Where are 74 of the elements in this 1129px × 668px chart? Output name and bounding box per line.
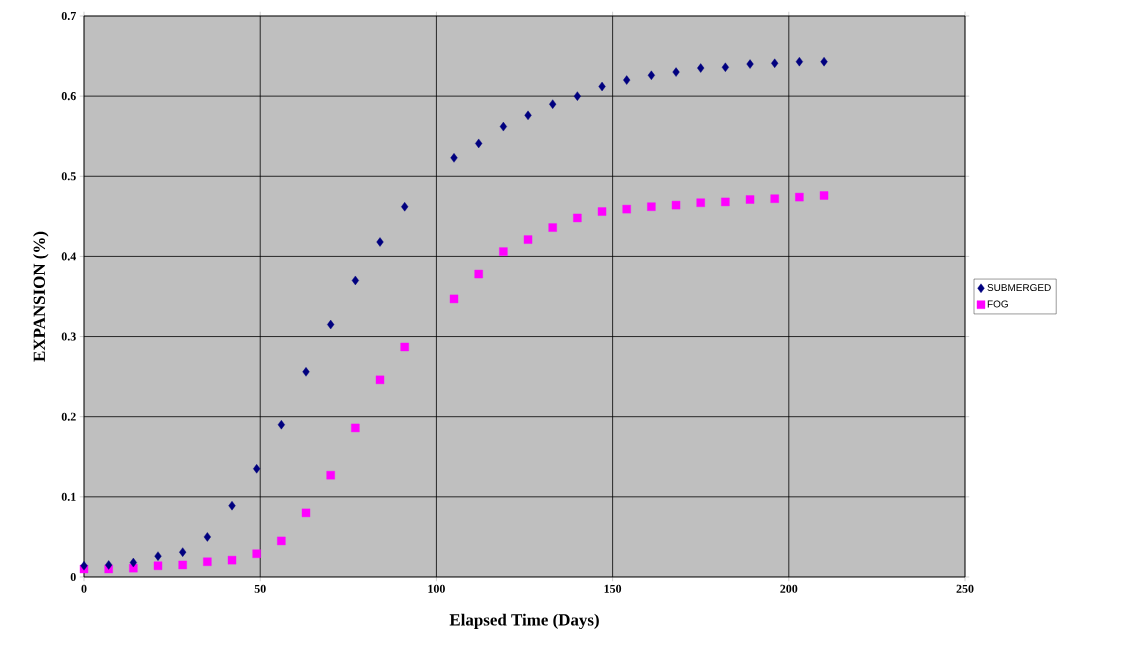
point [647,202,656,211]
point [795,56,803,67]
point [524,110,532,121]
point [597,207,607,216]
point [277,420,285,430]
point [400,342,409,352]
x-axis-title: Elapsed Time (Days) [449,613,599,630]
point [819,191,829,200]
point [770,194,779,203]
point [523,235,533,244]
point [573,91,581,101]
point [598,81,606,92]
point [771,58,779,68]
point [153,561,163,570]
point [179,547,187,557]
point [302,367,310,377]
point [721,62,729,72]
point [277,536,286,546]
y-tick-label: 0.5 [61,172,76,181]
y-tick-label: 0.6 [61,92,76,101]
x-tick-label: 250 [956,584,974,593]
x-tick-label: 100 [428,584,445,593]
point [820,56,828,67]
point [474,269,483,279]
point [351,423,360,433]
point [499,247,508,256]
point [351,275,359,286]
point [252,549,261,558]
point [548,223,557,232]
point [449,294,459,304]
point [327,319,335,330]
point [672,67,680,77]
point [129,557,137,568]
legend-label: SUBMERGED [987,284,1051,292]
point [671,200,681,210]
y-tick-label: 0.7 [61,11,76,21]
point [178,560,187,570]
point [746,59,754,69]
point [301,508,311,518]
point [203,557,212,566]
point [401,202,409,212]
x-tick-label: 200 [780,584,798,593]
point [573,213,582,223]
point [475,138,483,149]
point [745,195,755,204]
point [253,464,261,474]
point [721,197,730,207]
y-tick-label: 0 [70,572,76,582]
y-axis-title: EXPANSION (%) [33,231,49,362]
y-tick-label: 0.3 [61,332,76,341]
x-tick-label: 0 [81,584,87,593]
y-tick-label: 0.1 [61,492,76,501]
point [375,375,385,385]
point [623,75,631,85]
point [376,237,384,247]
x-tick-label: 150 [604,584,622,593]
point [105,560,113,570]
y-tick-label: 0.4 [61,252,77,261]
point [499,121,507,132]
point [326,471,335,480]
point [795,192,804,202]
point [203,532,211,542]
legend-label: FOG [987,300,1008,308]
point [696,198,705,207]
x-tick-label: 50 [254,584,266,593]
point [228,500,236,511]
point [154,551,162,561]
point [549,99,557,109]
point [450,153,458,163]
y-tick-label: 0.2 [61,412,76,421]
point [622,204,631,214]
point [697,63,705,73]
point [647,70,655,80]
point [227,555,237,565]
